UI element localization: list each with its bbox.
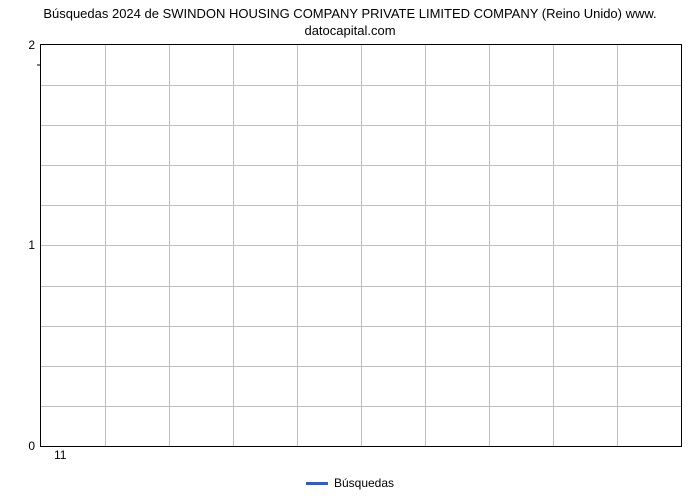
y-axis-tick-label: 1 <box>28 238 35 252</box>
grid-line-vertical <box>297 45 298 446</box>
grid-line-vertical <box>553 45 554 446</box>
y-axis-tick-label: 2 <box>28 38 35 52</box>
chart-title-line2: datocapital.com <box>304 23 395 38</box>
chart-title-line1: Búsquedas 2024 de SWINDON HOUSING COMPAN… <box>43 6 656 21</box>
legend: Búsquedas <box>0 467 700 500</box>
plot-region: 01211 <box>40 44 682 447</box>
grid-line-vertical <box>233 45 234 446</box>
grid-line-vertical <box>617 45 618 446</box>
grid-line-vertical <box>169 45 170 446</box>
chart-title: Búsquedas 2024 de SWINDON HOUSING COMPAN… <box>0 0 700 44</box>
y-axis-tick-label: 0 <box>28 439 35 453</box>
y-axis-minor-tick <box>37 64 41 65</box>
grid-line-vertical <box>489 45 490 446</box>
grid-line-vertical <box>425 45 426 446</box>
x-axis-tick-label: 11 <box>54 448 66 462</box>
legend-swatch <box>306 482 328 485</box>
grid-line-vertical <box>361 45 362 446</box>
grid-line-vertical <box>105 45 106 446</box>
chart-area: 01211 <box>40 44 682 467</box>
legend-label: Búsquedas <box>334 476 394 490</box>
